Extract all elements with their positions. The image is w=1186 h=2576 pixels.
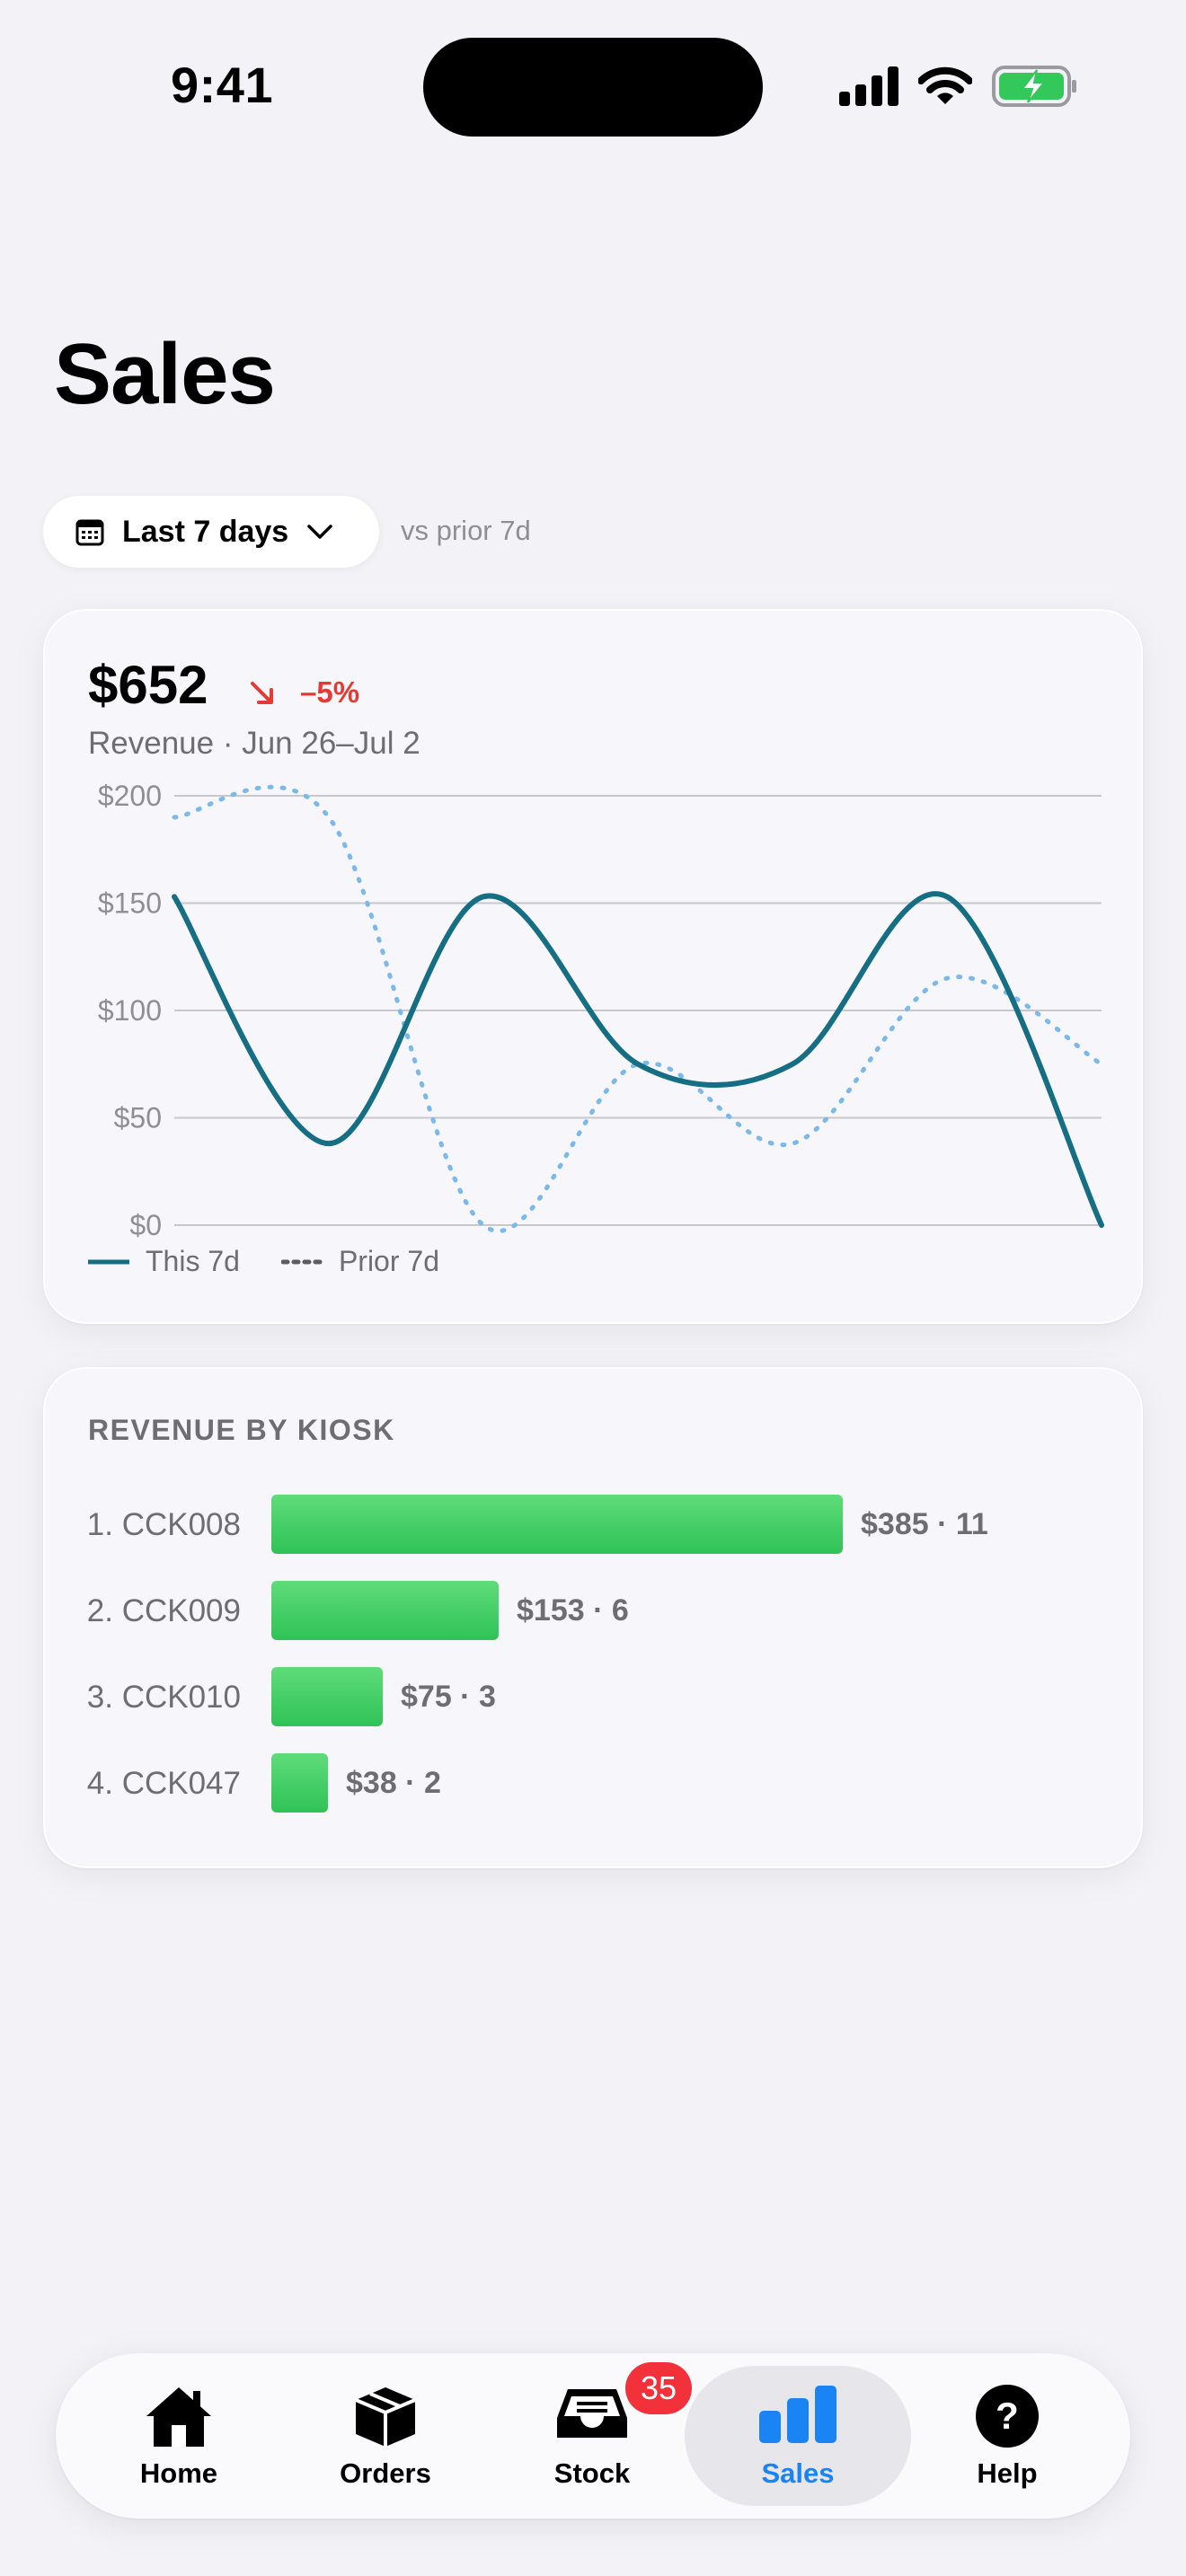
status-time: 9:41 [171, 57, 274, 113]
svg-text:?: ? [996, 2395, 1019, 2437]
legend-this-label: This 7d [146, 1245, 240, 1277]
revenue-line-chart: $200 $150 $100 $50 $0 [98, 780, 1104, 1239]
revenue-subtitle: Revenue · Jun 26–Jul 2 [88, 726, 420, 761]
revenue-change: –5% [300, 675, 360, 709]
kiosk-revenue-value: $75 · 3 [401, 1680, 496, 1714]
tab-sales[interactable]: Sales [685, 2353, 911, 2519]
tab-help[interactable]: ? Help [904, 2353, 1111, 2519]
tab-help-label: Help [977, 2457, 1038, 2489]
house-icon [146, 2387, 211, 2447]
tab-home-label: Home [139, 2457, 218, 2489]
series-line-prior-7d [172, 784, 1104, 1233]
question-mark-circle-icon: ? [976, 2385, 1039, 2448]
trend-down-arrow-icon [251, 682, 273, 704]
calendar-icon [75, 519, 104, 546]
series-line-this-7d [172, 891, 1104, 1228]
wifi-icon [918, 66, 972, 104]
kiosk-name: 2. CCK009 [86, 1593, 241, 1628]
kiosk-name: 1. CCK008 [86, 1507, 241, 1542]
kiosk-row[interactable]: 2. CCK009 $153 · 6 [45, 1581, 1141, 1640]
legend-solid-swatch [88, 1259, 129, 1264]
legend-prior-label: Prior 7d [338, 1245, 439, 1277]
page-title: Sales [54, 326, 276, 422]
kiosk-revenue-value: $153 · 6 [517, 1593, 629, 1628]
tab-home[interactable]: Home [75, 2353, 282, 2519]
kiosk-revenue-card: REVENUE BY KIOSK 1. CCK008 $385 · 11 2. CC… [43, 1367, 1143, 1868]
kiosk-row[interactable]: 4. CCK047 $38 · 2 [45, 1753, 1141, 1813]
y-tick-label: $150 [98, 887, 162, 920]
cellular-signal-icon [839, 66, 898, 106]
revenue-total: $652 [88, 655, 208, 715]
tab-bar: Home Orders Stock 35 [56, 2353, 1130, 2519]
date-range-label: Last 7 days [122, 514, 289, 549]
kiosk-name: 3. CCK010 [86, 1680, 241, 1715]
y-tick-label: $50 [114, 1102, 162, 1134]
tab-stock-label: Stock [553, 2457, 631, 2489]
chevron-down-icon [307, 525, 332, 539]
stock-count-badge: 35 [625, 2362, 692, 2414]
dynamic-island [423, 38, 763, 137]
kiosk-revenue-value: $385 · 11 [861, 1507, 988, 1541]
legend-dotted-swatch [280, 1259, 323, 1264]
revenue-card: $652 –5% Revenue · Jun 26–Jul 2 $200 $150… [43, 609, 1143, 1324]
tray-inbox-icon [557, 2389, 627, 2438]
kiosk-section-title: REVENUE BY KIOSK [88, 1414, 395, 1446]
tab-orders-label: Orders [340, 2457, 431, 2489]
bar-chart-icon [759, 2386, 836, 2443]
y-tick-label: $0 [129, 1209, 162, 1239]
status-icons [839, 63, 1078, 110]
tab-sales-label: Sales [761, 2457, 835, 2489]
kiosk-name: 4. CCK047 [86, 1766, 241, 1801]
battery-charging-icon [992, 66, 1076, 107]
kiosk-revenue-bar [271, 1667, 383, 1726]
tab-orders[interactable]: Orders [282, 2353, 489, 2519]
y-tick-label: $100 [98, 994, 162, 1027]
tab-stock[interactable]: Stock [489, 2353, 695, 2519]
kiosk-revenue-bar [271, 1495, 843, 1554]
kiosk-row[interactable]: 1. CCK008 $385 · 11 [45, 1495, 1141, 1554]
package-box-icon [355, 2387, 416, 2447]
kiosk-revenue-bar [271, 1753, 328, 1813]
kiosk-row[interactable]: 3. CCK010 $75 · 3 [45, 1667, 1141, 1726]
chart-legend: This 7d Prior 7d [88, 1245, 439, 1278]
comparison-label: vs prior 7d [401, 515, 531, 546]
y-tick-label: $200 [98, 780, 162, 812]
kiosk-revenue-value: $38 · 2 [346, 1766, 441, 1800]
kiosk-revenue-bar [271, 1581, 499, 1640]
date-range-dropdown[interactable]: Last 7 days [43, 496, 379, 568]
